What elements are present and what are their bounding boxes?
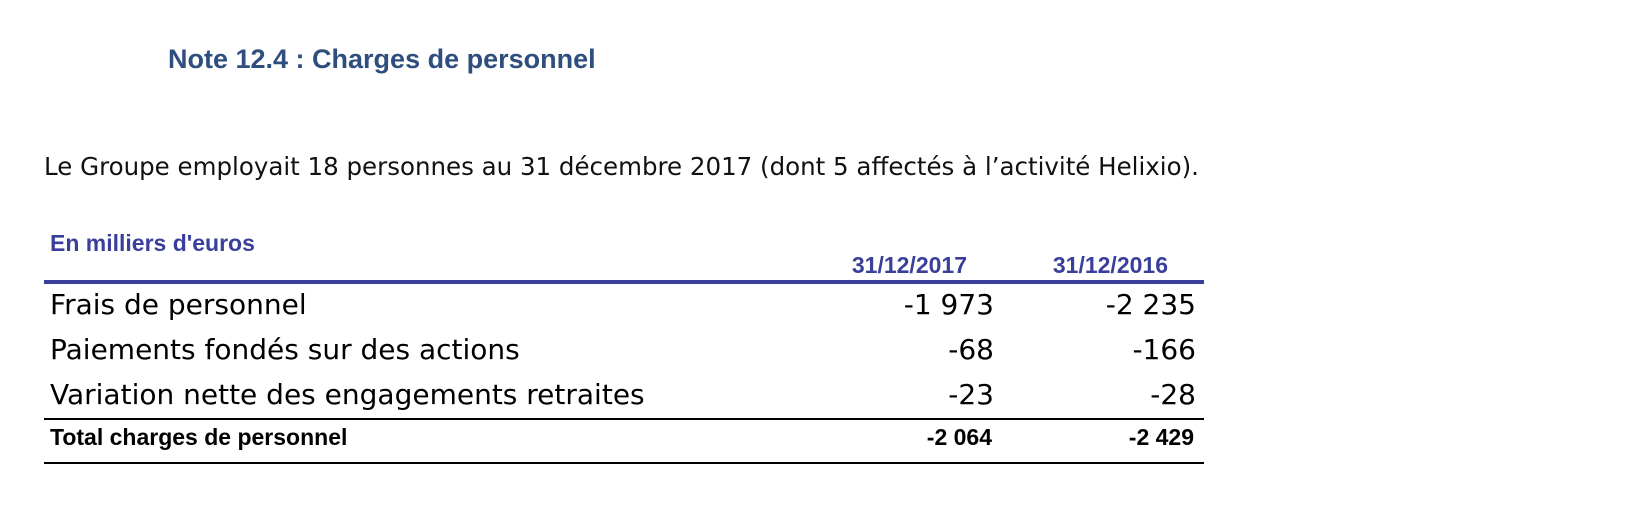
- total-top-rule: [44, 418, 1204, 420]
- intro-paragraph: Le Groupe employait 18 personnes au 31 d…: [44, 152, 1199, 181]
- total-value-2016: -2 429: [1128, 424, 1194, 450]
- unit-label: En milliers d'euros: [50, 230, 255, 256]
- row-value-2017: -1 973: [903, 288, 994, 321]
- header-rule: [44, 280, 1204, 284]
- column-header-2016: 31/12/2016: [1052, 252, 1168, 278]
- total-value-2017: -2 064: [926, 424, 992, 450]
- total-label: Total charges de personnel: [50, 424, 348, 450]
- row-value-2016: -166: [1132, 333, 1196, 366]
- total-bottom-rule: [44, 462, 1204, 464]
- table-row: Paiements fondés sur des actions -68 -16…: [0, 333, 1630, 377]
- row-value-2017: -23: [948, 378, 994, 411]
- row-label: Frais de personnel: [50, 288, 307, 321]
- total-row: Total charges de personnel -2 064 -2 429: [0, 424, 1630, 468]
- table-row: Frais de personnel -1 973 -2 235: [0, 288, 1630, 332]
- row-label: Paiements fondés sur des actions: [50, 333, 520, 366]
- row-label: Variation nette des engagements retraite…: [50, 378, 645, 411]
- row-value-2016: -28: [1150, 378, 1196, 411]
- row-value-2017: -68: [948, 333, 994, 366]
- column-header-2017: 31/12/2017: [851, 252, 967, 278]
- note-title: Note 12.4 : Charges de personnel: [168, 44, 596, 74]
- row-value-2016: -2 235: [1105, 288, 1196, 321]
- table-row: Variation nette des engagements retraite…: [0, 378, 1630, 422]
